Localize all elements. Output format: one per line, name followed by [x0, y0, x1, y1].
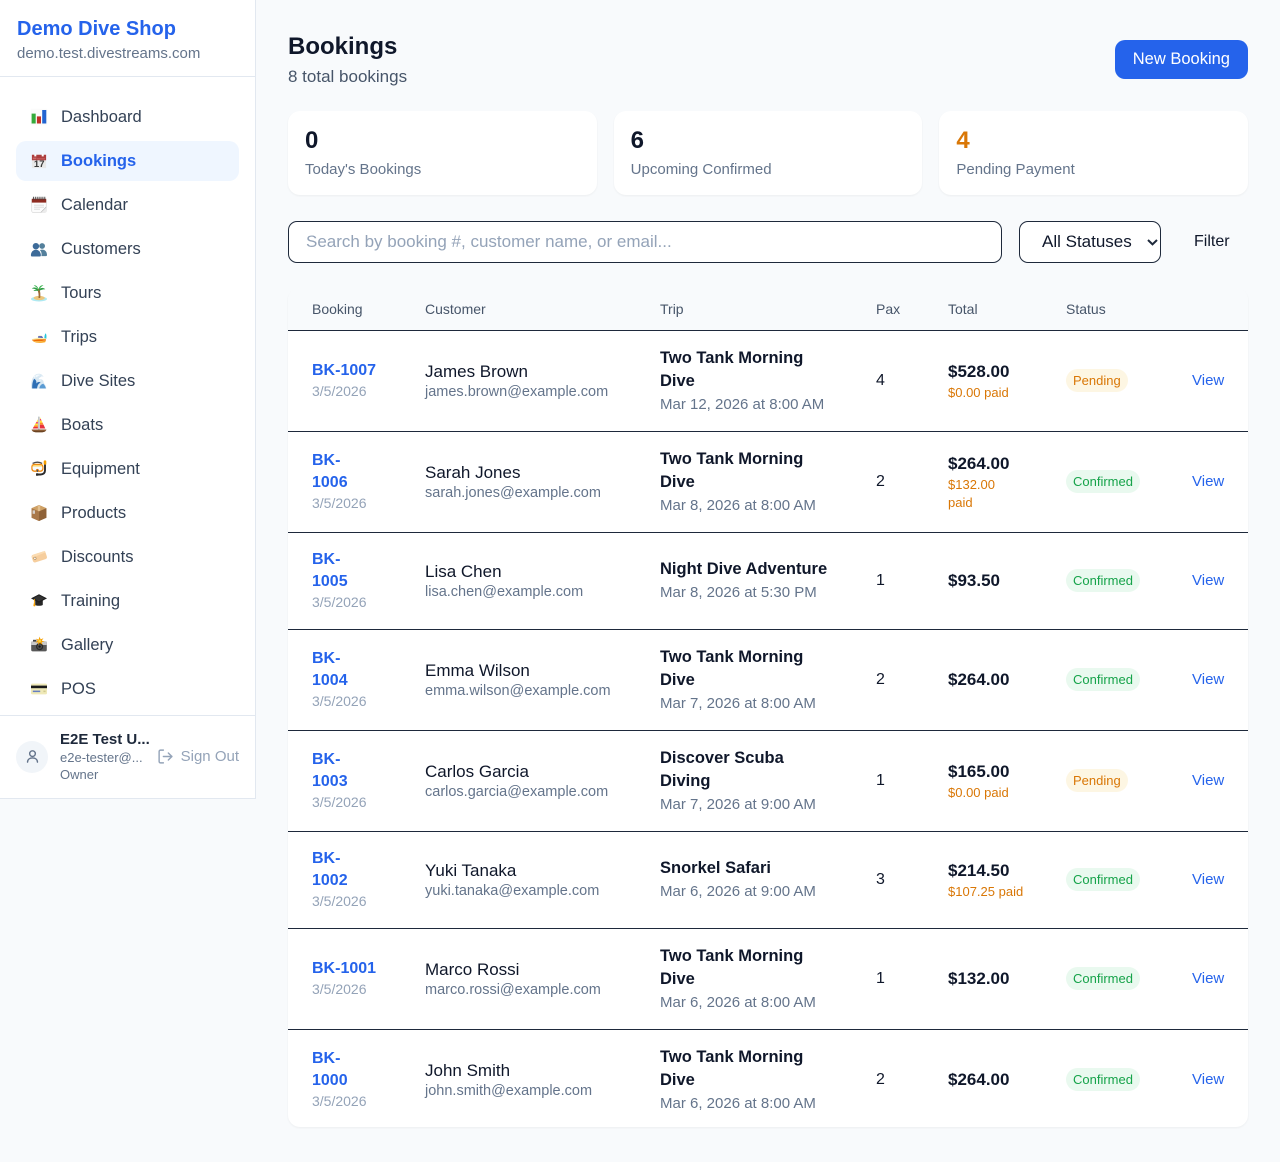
svg-text:17: 17: [34, 159, 45, 170]
